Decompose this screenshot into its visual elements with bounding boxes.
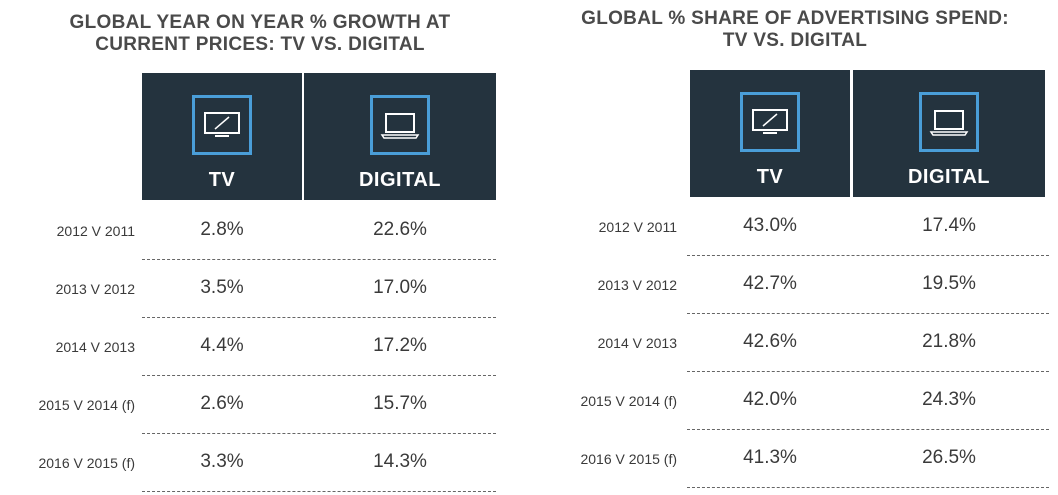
table-row: 2013 V 2012 3.5% 17.0% [0,261,518,319]
row-label: 2013 V 2012 [55,281,135,297]
tv-column-header: TV [142,73,302,200]
table-row: 2014 V 2013 4.4% 17.2% [0,319,518,377]
tv-icon [752,109,788,134]
row-divider [142,433,496,434]
table-row: 2015 V 2014 (f) 42.0% 24.3% [540,373,1058,431]
row-label: 2015 V 2014 (f) [580,393,677,409]
row-label: 2012 V 2011 [598,219,677,235]
table-row: 2012 V 2011 43.0% 17.4% [540,199,1058,257]
tv-value: 2.8% [200,219,244,240]
tv-value: 42.7% [743,273,797,294]
digital-value: 14.3% [373,451,427,472]
laptop-icon-frame [370,95,430,155]
digital-value: 19.5% [922,273,976,294]
digital-value: 21.8% [922,331,976,352]
title-line-2: CURRENT PRICES: TV VS. DIGITAL [95,34,425,55]
growth-table-panel: GLOBAL YEAR ON YEAR % GROWTH AT CURRENT … [0,0,520,495]
tv-value: 43.0% [743,215,797,236]
tv-value: 3.3% [200,451,244,472]
digital-value: 17.4% [922,215,976,236]
row-divider [687,371,1049,372]
digital-value: 17.2% [373,335,427,356]
table-row: 2014 V 2013 42.6% 21.8% [540,315,1058,373]
growth-table-title: GLOBAL YEAR ON YEAR % GROWTH AT CURRENT … [10,12,510,56]
tv-column-label: TV [208,169,236,191]
digital-value: 22.6% [373,219,427,240]
laptop-icon-frame [919,92,979,152]
tv-value: 4.4% [200,335,244,356]
share-table-title: GLOBAL % SHARE OF ADVERTISING SPEND: TV … [540,8,1050,52]
tv-value: 42.0% [743,389,797,410]
share-table-panel: GLOBAL % SHARE OF ADVERTISING SPEND: TV … [540,0,1058,495]
digital-value: 17.0% [373,277,427,298]
table-row: 2012 V 2011 2.8% 22.6% [0,203,518,261]
title-line-2: TV VS. DIGITAL [722,30,868,51]
row-divider [687,429,1049,430]
tv-value: 41.3% [743,447,797,468]
row-divider [687,255,1049,256]
title-line-1: GLOBAL % SHARE OF ADVERTISING SPEND: [581,8,1009,29]
row-label: 2015 V 2014 (f) [38,397,135,413]
table-row: 2016 V 2015 (f) 41.3% 26.5% [540,431,1058,489]
digital-column-label: DIGITAL [907,166,990,188]
tv-column-label: TV [756,166,784,188]
tv-icon [204,112,240,137]
row-divider [142,259,496,260]
digital-value: 24.3% [922,389,976,410]
digital-column-header: DIGITAL [853,70,1045,197]
row-label: 2014 V 2013 [597,335,677,351]
row-divider [687,487,1049,488]
row-label: 2013 V 2012 [597,277,677,293]
digital-column-label: DIGITAL [358,169,441,191]
row-label: 2016 V 2015 (f) [38,455,135,471]
table-row: 2013 V 2012 42.7% 19.5% [540,257,1058,315]
digital-value: 15.7% [373,393,427,414]
row-label: 2012 V 2011 [56,223,135,239]
tv-value: 3.5% [200,277,244,298]
row-divider [142,375,496,376]
digital-value: 26.5% [922,447,976,468]
row-label: 2014 V 2013 [55,339,135,355]
row-label: 2016 V 2015 (f) [580,451,677,467]
table-row: 2016 V 2015 (f) 3.3% 14.3% [0,435,518,493]
tv-column-header: TV [690,70,850,197]
title-line-1: GLOBAL YEAR ON YEAR % GROWTH AT [69,12,451,33]
tv-value: 42.6% [743,331,797,352]
table-row: 2015 V 2014 (f) 2.6% 15.7% [0,377,518,435]
tv-value: 2.6% [200,393,244,414]
row-divider [687,313,1049,314]
laptop-icon [380,113,420,139]
row-divider [142,491,496,492]
tv-icon-frame [192,95,252,155]
row-divider [142,317,496,318]
digital-column-header: DIGITAL [304,73,496,200]
tv-icon-frame [740,92,800,152]
laptop-icon [929,110,969,136]
